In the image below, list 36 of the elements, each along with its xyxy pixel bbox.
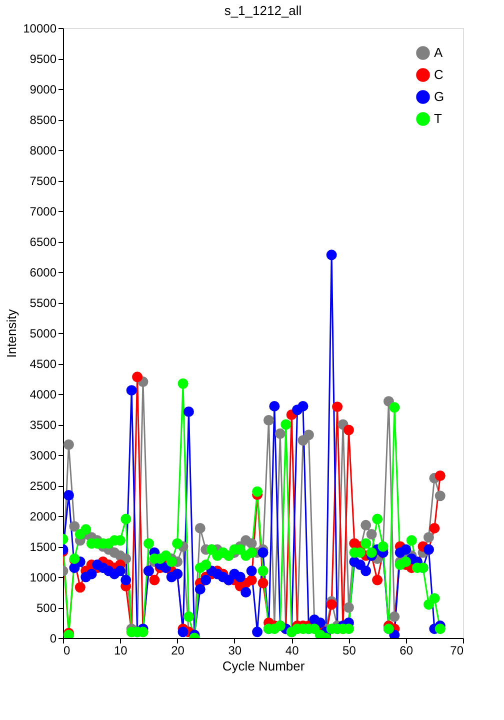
y-tick-label: 1000 [30, 570, 57, 584]
y-tick-label: 500 [36, 601, 57, 615]
y-tick-label: 7500 [30, 174, 57, 188]
y-tick-label: 7000 [30, 204, 57, 218]
x-axis-title: Cycle Number [222, 658, 306, 674]
legend-label: A [434, 45, 443, 60]
y-tick-label: 4500 [30, 357, 57, 371]
y-tick-label: 6000 [30, 266, 57, 280]
x-tick-label: 60 [400, 644, 414, 658]
x-tick-label: 30 [228, 644, 242, 658]
chart-title: s_1_1212_all [224, 3, 302, 18]
y-tick-label: 9000 [30, 82, 57, 96]
x-tick-label: 10 [114, 644, 128, 658]
y-tick-label: 1500 [30, 540, 57, 554]
y-tick-label: 2500 [30, 479, 57, 493]
y-tick-label: 9500 [30, 52, 57, 66]
y-tick-label: 8000 [30, 144, 57, 158]
x-tick-label: 50 [342, 644, 356, 658]
y-axis-title: Intensity [4, 308, 20, 358]
y-tick-label: 5000 [30, 326, 57, 340]
y-tick-label: 3000 [30, 448, 57, 462]
y-tick-label: 6500 [30, 235, 57, 249]
x-tick-label: 70 [450, 644, 464, 658]
x-tick-label: 40 [285, 644, 300, 658]
legend-label: T [434, 111, 442, 126]
y-tick-label: 2000 [30, 510, 57, 524]
legend-label: C [434, 67, 444, 82]
y-tick-label: 4000 [30, 388, 57, 402]
y-tick-label: 8500 [30, 113, 57, 127]
legend-label: G [434, 89, 444, 104]
y-tick-label: 3500 [30, 418, 57, 432]
y-tick-label: 10000 [23, 22, 57, 36]
y-tick-label: 5500 [30, 296, 57, 310]
y-tick-label: 0 [50, 632, 57, 646]
x-tick-label: 0 [64, 644, 70, 658]
x-tick-label: 20 [171, 644, 185, 658]
